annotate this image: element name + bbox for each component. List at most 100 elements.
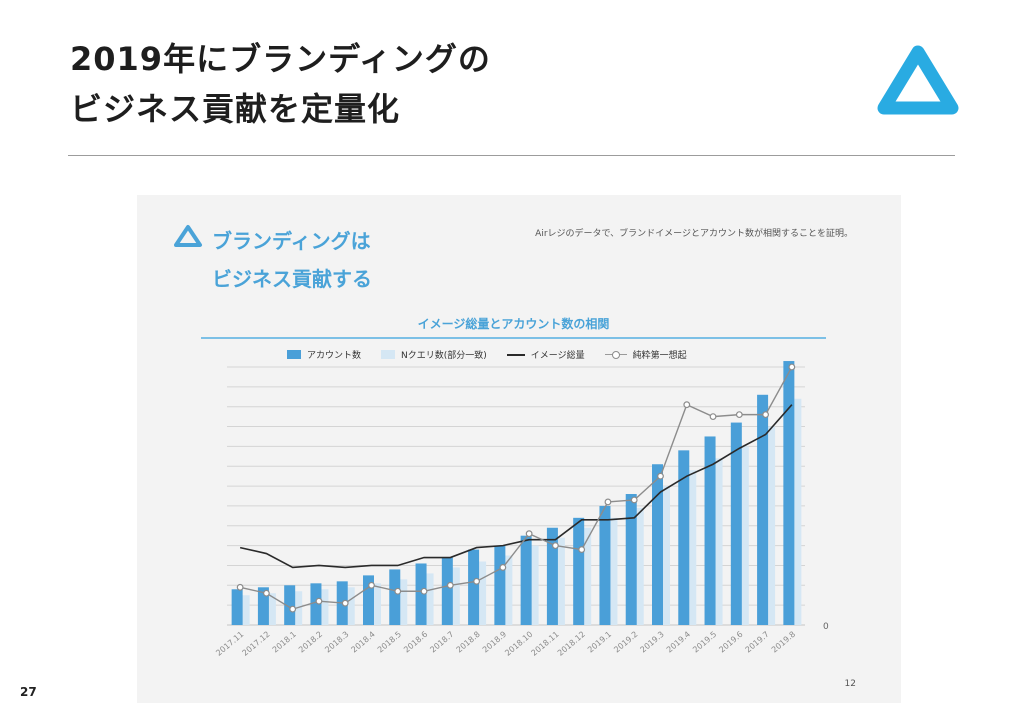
bar-queries	[448, 567, 460, 625]
x-tick-label: 2018.5	[376, 630, 403, 655]
bar-queries	[685, 470, 697, 625]
bar-queries	[711, 458, 723, 625]
x-tick-label: 2018.2	[297, 630, 324, 655]
bar-accounts	[783, 361, 795, 625]
legend-label-queries: Nクエリ数(部分一致)	[401, 351, 487, 361]
bar-accounts	[494, 545, 506, 625]
legend-item-image-volume: イメージ総量	[506, 348, 585, 361]
legend-item-queries: Nクエリ数(部分一致)	[381, 348, 487, 361]
bar-accounts	[415, 563, 427, 625]
point-recall	[499, 564, 507, 571]
y-axis-zero-label: 0	[823, 622, 829, 632]
slide-headline-line-1: ブランディングは	[212, 229, 371, 253]
point-recall	[578, 546, 586, 553]
bar-queries	[790, 398, 802, 625]
slide-triangle-logo-icon	[174, 225, 202, 247]
bar-accounts	[573, 517, 585, 625]
bar-accounts	[520, 535, 532, 625]
page-title-line-2: ビジネス貢献を定量化	[70, 90, 401, 128]
point-recall	[368, 581, 375, 589]
bar-queries	[659, 486, 670, 625]
bar-accounts	[625, 494, 637, 625]
point-recall	[315, 597, 323, 605]
point-recall	[341, 599, 349, 607]
x-tick-label: 2018.11	[530, 630, 561, 658]
bar-queries	[370, 583, 381, 625]
bar-accounts	[757, 394, 769, 625]
bar-queries	[553, 537, 565, 625]
bar-queries	[737, 446, 749, 625]
bar-queries	[764, 426, 776, 625]
point-recall	[289, 605, 297, 613]
bar-accounts	[704, 436, 716, 625]
bar-accounts	[310, 583, 322, 625]
x-tick-label: 2019.6	[717, 630, 744, 655]
point-recall	[446, 581, 454, 589]
bar-accounts	[730, 422, 742, 625]
x-tick-label: 2019.2	[612, 630, 639, 655]
title-divider	[68, 155, 955, 156]
bar-accounts	[231, 589, 243, 625]
page-title-line-1: 2019年にブランディングの	[70, 40, 491, 78]
bar-queries	[238, 595, 250, 625]
bar-queries	[422, 573, 434, 625]
bar-accounts	[284, 585, 296, 625]
x-tick-label: 2018.12	[556, 630, 587, 658]
point-recall	[683, 401, 691, 409]
line-image-volume	[239, 404, 793, 569]
x-tick-label: 2019.5	[691, 630, 718, 655]
point-recall	[263, 589, 270, 597]
page-title: 2019年にブランディングの ビジネス貢献を定量化	[70, 34, 491, 134]
point-recall	[735, 411, 743, 419]
x-tick-label: 2017.12	[241, 630, 272, 658]
legend-swatch-accounts	[287, 350, 301, 359]
point-recall	[788, 363, 796, 371]
point-recall	[630, 496, 638, 504]
bar-accounts	[363, 575, 374, 625]
point-recall	[420, 587, 428, 595]
bar-queries	[396, 579, 408, 625]
line-recall	[239, 366, 793, 610]
bar-queries	[580, 527, 592, 625]
point-recall	[236, 583, 244, 591]
legend-label-image-volume: イメージ総量	[530, 351, 585, 361]
x-tick-label: 2018.8	[455, 630, 482, 655]
point-recall	[709, 413, 717, 421]
bar-accounts	[441, 557, 453, 625]
point-recall	[394, 587, 402, 595]
bar-accounts	[389, 569, 401, 625]
bar-queries	[632, 507, 644, 625]
x-tick-label: 2017.11	[214, 630, 245, 658]
bar-queries	[317, 589, 329, 625]
x-tick-label: 2018.7	[428, 630, 455, 655]
x-tick-label: 2018.4	[350, 630, 377, 655]
x-tick-label: 2019.7	[744, 630, 771, 655]
slide-note: Airレジのデータで、ブランドイメージとアカウント数が相関することを証明。	[535, 229, 853, 239]
x-tick-label: 2018.10	[503, 630, 534, 658]
x-tick-label: 2019.8	[770, 630, 797, 655]
page-number: 27	[20, 685, 37, 699]
point-recall	[473, 577, 480, 585]
legend-marker-recall	[604, 350, 627, 360]
x-tick-label: 2018.6	[402, 630, 429, 655]
chart-title: イメージ総量とアカウント数の相関	[417, 317, 610, 331]
x-tick-label: 2018.1	[271, 630, 298, 655]
legend-swatch-queries	[381, 350, 396, 359]
legend-line-image-volume	[506, 353, 525, 356]
bar-queries	[527, 545, 539, 625]
x-tick-label: 2019.3	[639, 630, 666, 655]
point-recall	[657, 472, 664, 480]
bar-accounts	[678, 450, 690, 625]
bar-accounts	[546, 527, 558, 625]
slide-headline-line-2: ビジネス貢献する	[212, 267, 372, 291]
bar-queries	[343, 587, 355, 625]
legend-item-recall: 純粋第一想起	[604, 348, 687, 361]
x-tick-label: 2018.3	[323, 630, 350, 655]
bar-queries	[475, 561, 487, 625]
slide-headline: ブランディングは ビジネス貢献する	[212, 222, 372, 298]
point-recall	[604, 498, 612, 506]
x-tick-label: 2019.1	[586, 630, 613, 655]
bar-queries	[264, 593, 276, 625]
embedded-slide: ブランディングは ビジネス貢献する Airレジのデータで、ブランドイメージとアカ…	[137, 195, 901, 703]
